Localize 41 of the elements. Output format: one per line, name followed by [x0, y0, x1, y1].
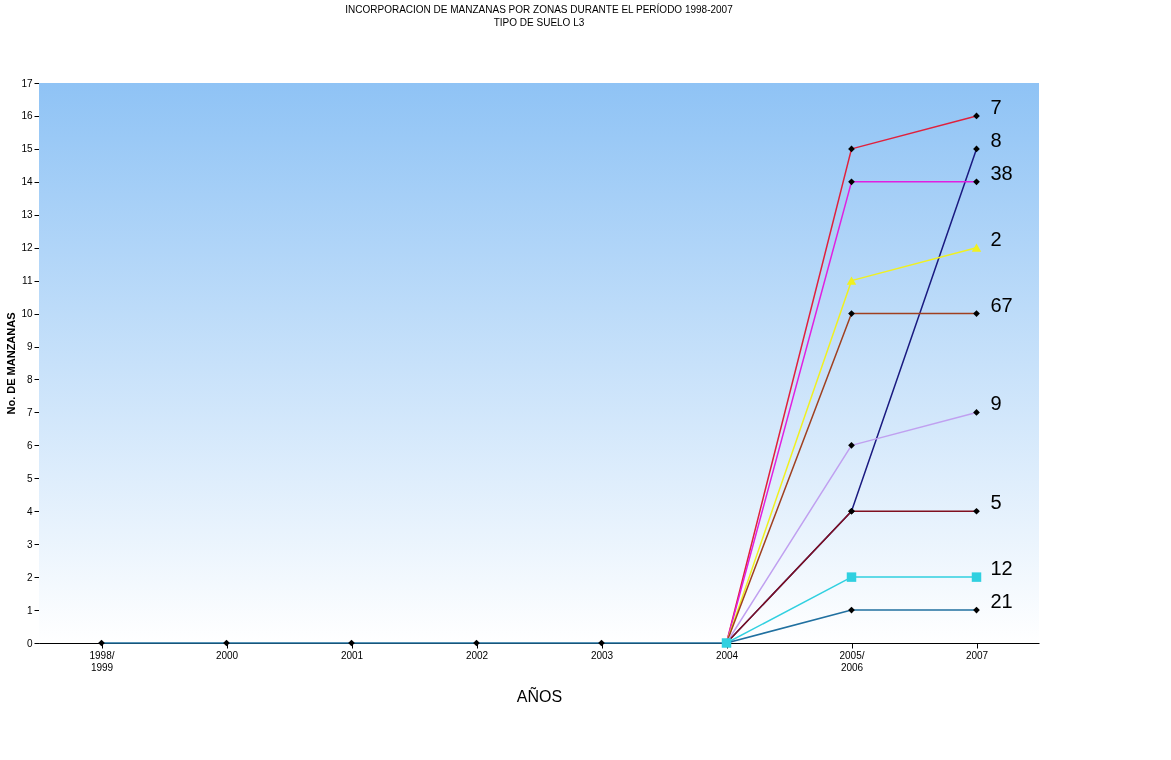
y-tick-label: 4 [26, 505, 33, 517]
x-tick-label: 2004 [715, 649, 739, 661]
y-tick-label: 1 [26, 604, 33, 616]
y-tick-label: 7 [26, 406, 33, 418]
x-tick-label: 2001 [340, 649, 364, 661]
y-tick-label: 2 [26, 571, 33, 583]
series-label: 8 [990, 128, 1002, 151]
x-tick-label: 2002 [465, 649, 489, 661]
y-tick-label: 9 [26, 341, 33, 353]
point [846, 572, 857, 582]
series-label: 5 [990, 491, 1002, 514]
y-tick-label: 17 [21, 77, 33, 89]
y-tick-label: 11 [22, 275, 33, 287]
chart-subtitle: TIPO DE SUELO L3 [493, 17, 585, 28]
chart-title: INCORPORACION DE MANZANAS POR ZONAS DURANTE EL PERÍODO 1998-2007 [345, 3, 734, 15]
y-tick-label: 16 [21, 110, 33, 122]
x-tick-label: 2007 [965, 649, 989, 661]
point [971, 572, 982, 582]
series-label: 2 [990, 227, 1002, 250]
series-label: 9 [990, 392, 1002, 415]
x-tick-label: 1998/1999 [89, 649, 115, 673]
y-tick-label: 8 [26, 373, 33, 385]
y-tick-label: 14 [21, 176, 33, 188]
y-tick-label: 3 [26, 538, 33, 550]
series-label: 7 [990, 95, 1002, 118]
series-label: 12 [990, 557, 1013, 580]
y-tick-label: 5 [26, 472, 33, 484]
series-label: 21 [990, 590, 1013, 613]
x-tick-label: 2003 [590, 649, 614, 661]
x-axis-title: AÑOS [516, 685, 563, 705]
y-tick-label: 15 [21, 143, 33, 155]
x-tick-label: 2000 [215, 649, 239, 661]
y-tick-label: 12 [21, 242, 33, 254]
y-axis-title: No. DE MANZANAS [5, 312, 18, 415]
series-label: 67 [990, 293, 1013, 316]
series-label: 38 [990, 161, 1013, 184]
x-tick-label: 2005/2006 [839, 649, 865, 673]
y-tick-label: 13 [21, 209, 33, 221]
y-tick-label: 6 [26, 439, 33, 451]
y-tick-label: 0 [26, 637, 33, 649]
y-tick-label: 10 [21, 308, 33, 320]
